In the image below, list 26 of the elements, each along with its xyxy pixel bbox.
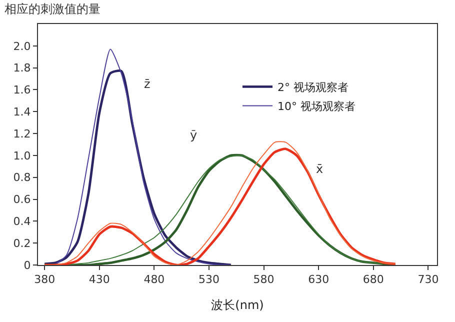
y-tick-label: 0: [24, 258, 31, 272]
x-tick-label: 630: [308, 273, 330, 286]
annotation: z̄: [144, 77, 150, 91]
y-tick-label: 1.8: [13, 62, 31, 75]
y-tick-label: 0.6: [13, 193, 31, 206]
y-tick-label: 1.6: [13, 84, 31, 97]
x-tick-label: 580: [253, 273, 274, 286]
y-tick-label: 1.4: [13, 105, 31, 118]
legend-label: 10° 视场观察者: [278, 100, 356, 113]
legend-label: 2° 视场观察者: [278, 80, 348, 94]
x-tick-label: 530: [198, 273, 220, 286]
x-tick-label: 680: [362, 273, 384, 286]
y-tick-label: 0.4: [13, 215, 31, 228]
x-tick-label: 430: [88, 273, 110, 286]
y-tick-label: 1.0: [13, 149, 31, 162]
annotation: ȳ: [190, 128, 198, 142]
y-tick-label: 0.2: [13, 236, 31, 250]
chart-title: 相应的刺激值的量: [4, 2, 101, 16]
y-tick-label: 1.2: [13, 127, 31, 140]
x-axis-title: 波长(nm): [211, 298, 264, 312]
x-tick-label: 730: [418, 273, 439, 286]
y-tick-label: 2.0: [13, 40, 31, 53]
x-tick-label: 480: [144, 273, 165, 286]
y-tick-label: 0.8: [13, 171, 31, 184]
annotation: x̄: [316, 162, 324, 176]
x-tick-label: 380: [34, 273, 56, 286]
